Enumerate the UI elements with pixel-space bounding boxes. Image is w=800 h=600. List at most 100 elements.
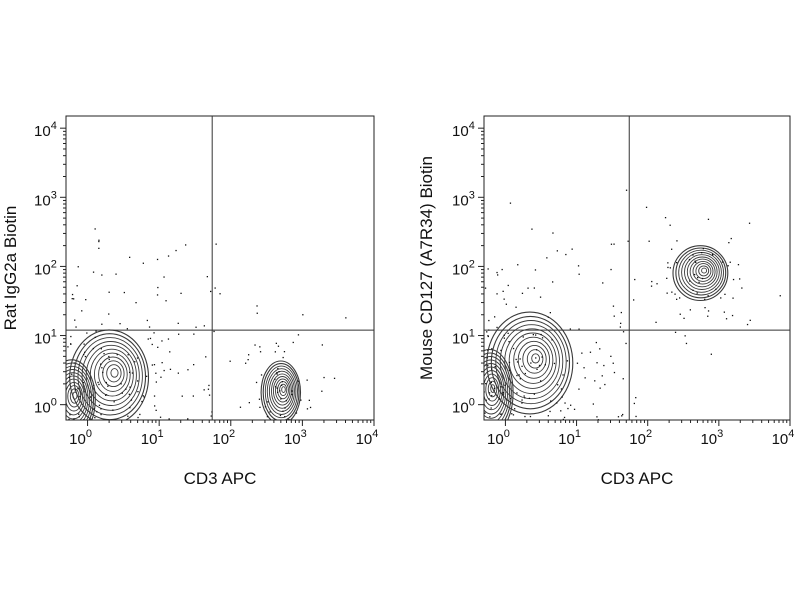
event-dot	[613, 243, 615, 245]
y-tick-label: 102	[34, 258, 57, 278]
contour-ring	[484, 348, 514, 420]
event-dot	[578, 388, 580, 390]
event-dot	[98, 404, 101, 406]
event-dot	[121, 392, 123, 394]
event-dot	[536, 349, 538, 351]
event-dot	[539, 296, 542, 298]
event-dot	[143, 396, 145, 398]
event-dot	[532, 334, 534, 336]
event-dot	[103, 436, 104, 437]
event-dot	[101, 323, 103, 325]
plot-frame	[483, 115, 791, 421]
event-dot	[732, 278, 735, 281]
event-dot	[94, 417, 96, 419]
event-dot	[656, 283, 658, 285]
event-dot	[617, 416, 620, 418]
event-dot	[154, 405, 156, 407]
event-dot	[112, 409, 114, 411]
event-dot	[53, 427, 54, 428]
event-dot	[245, 362, 247, 364]
event-dot	[519, 378, 521, 380]
event-dot	[69, 414, 71, 416]
event-dot	[503, 298, 505, 300]
event-dot	[651, 280, 653, 283]
contour-ring	[484, 356, 510, 420]
contour-ring	[484, 359, 509, 420]
x-tick-label: 100	[69, 428, 92, 448]
event-dot	[508, 341, 510, 343]
event-dot	[522, 336, 524, 338]
event-dot	[502, 391, 504, 394]
contour-ring	[526, 349, 544, 369]
event-dot	[105, 381, 107, 384]
event-dot	[749, 319, 751, 321]
event-dot	[55, 367, 56, 368]
event-dot	[169, 368, 172, 370]
event-dot	[323, 376, 325, 379]
event-dot	[516, 422, 517, 423]
event-dot	[39, 364, 40, 365]
event-dot	[487, 349, 489, 351]
event-dot	[70, 478, 71, 479]
event-dot	[256, 312, 258, 314]
contour-ring	[66, 369, 91, 420]
event-dot	[127, 354, 129, 356]
event-dot	[674, 331, 677, 333]
event-dot	[83, 391, 85, 393]
event-dot	[596, 362, 598, 364]
event-dot	[51, 491, 52, 492]
event-dot	[315, 449, 316, 450]
event-dot	[523, 459, 524, 460]
event-dot	[284, 416, 286, 418]
event-dot	[108, 355, 110, 358]
plot-frame	[65, 115, 375, 421]
event-dot	[552, 232, 554, 234]
event-dot	[199, 436, 200, 437]
event-dot	[73, 418, 75, 420]
contour-ring	[504, 328, 560, 395]
contour-ring	[495, 320, 567, 405]
event-dot	[147, 338, 149, 340]
event-dot	[476, 402, 477, 403]
event-dot	[535, 334, 537, 336]
event-dot	[155, 409, 157, 411]
event-dot	[93, 384, 95, 387]
event-dot	[102, 371, 104, 374]
event-dot	[570, 404, 572, 406]
contours	[27, 228, 347, 492]
event-dot	[27, 333, 28, 334]
event-dot	[308, 399, 310, 401]
event-dot	[78, 413, 80, 415]
contours	[471, 189, 781, 482]
event-dot	[151, 364, 153, 366]
contour-ring	[66, 378, 85, 416]
event-dot	[530, 362, 532, 364]
contour-ring	[522, 344, 547, 374]
event-dot	[275, 386, 277, 388]
event-dot	[277, 391, 279, 393]
event-dot	[153, 332, 155, 334]
event-dot	[207, 388, 210, 390]
event-dot	[562, 374, 564, 376]
event-dot	[494, 316, 496, 318]
event-dot	[550, 400, 552, 402]
event-dot	[541, 356, 543, 358]
event-dot	[77, 387, 79, 390]
event-dot	[254, 344, 256, 346]
event-dot	[534, 269, 537, 271]
event-dot	[707, 315, 709, 317]
event-dot	[497, 481, 498, 482]
event-dot	[100, 413, 102, 416]
event-dot	[58, 393, 59, 394]
x-tick-label: 104	[356, 428, 379, 448]
event-dot	[94, 336, 96, 338]
event-dot	[471, 365, 472, 366]
event-dot	[511, 413, 513, 415]
event-dot	[619, 326, 621, 328]
event-dot	[779, 295, 781, 297]
event-dot	[84, 355, 87, 358]
x-tick-label: 102	[629, 428, 652, 448]
event-dot	[126, 328, 128, 330]
event-dot	[259, 406, 261, 408]
event-dot	[578, 273, 580, 275]
